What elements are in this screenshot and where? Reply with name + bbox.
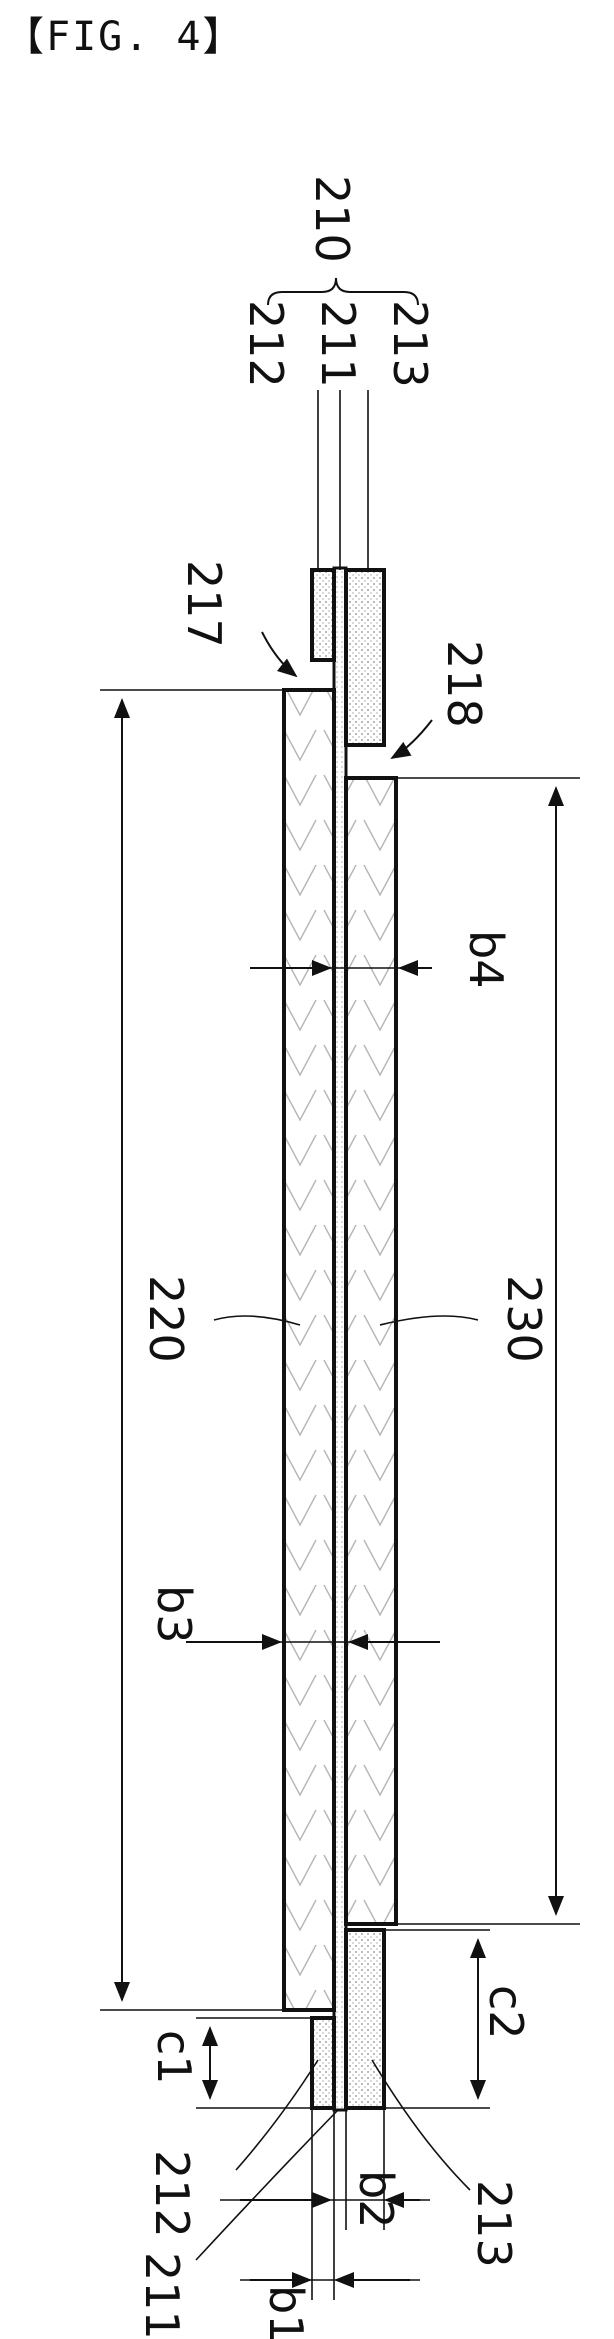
label-213-bottom: 213 (467, 2180, 521, 2268)
gasket-212-top (312, 570, 334, 660)
label-b2: b2 (349, 2170, 403, 2228)
label-220: 220 (139, 1275, 193, 1363)
gasket-213-top (346, 570, 384, 745)
label-212-top: 212 (239, 300, 293, 388)
label-230: 230 (497, 1275, 551, 1363)
label-218: 218 (437, 640, 491, 728)
label-b3: b3 (147, 1585, 201, 1643)
label-211-bottom: 211 (135, 2252, 189, 2339)
label-213-top: 213 (383, 300, 437, 388)
label-c1: c1 (147, 2030, 201, 2085)
label-217: 217 (177, 560, 231, 648)
label-c2: c2 (479, 1985, 533, 2040)
label-212-bottom: 212 (145, 2150, 199, 2238)
electrode-230 (346, 778, 396, 1924)
electrode-220 (284, 690, 334, 2010)
label-b4: b4 (459, 930, 513, 988)
gasket-213-bottom (346, 1930, 384, 2108)
label-b1: b1 (259, 2285, 313, 2339)
label-210: 210 (305, 175, 359, 263)
label-211-top: 211 (311, 300, 365, 388)
